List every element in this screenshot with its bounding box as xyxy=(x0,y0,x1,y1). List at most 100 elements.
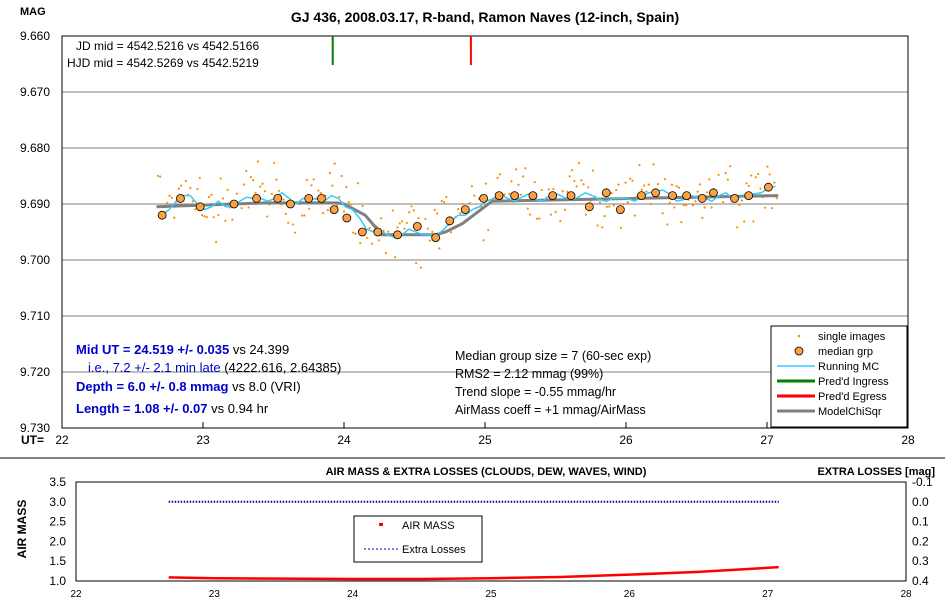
single-image-point xyxy=(563,208,567,211)
median-grp-point xyxy=(286,199,295,209)
single-image-point xyxy=(331,184,334,187)
single-image-point xyxy=(317,189,320,192)
legend-median-marker xyxy=(794,346,804,356)
single-image-point xyxy=(729,165,732,168)
single-image-point xyxy=(535,217,539,220)
median-grp-points xyxy=(157,182,773,243)
single-image-point xyxy=(305,179,308,182)
single-image-point xyxy=(691,204,695,207)
single-image-point xyxy=(368,227,371,230)
single-image-point xyxy=(470,185,474,188)
median-grp-point xyxy=(651,188,661,198)
single-image-point xyxy=(496,176,499,180)
top-plot-area xyxy=(61,35,909,429)
single-image-point xyxy=(345,185,348,189)
single-image-point xyxy=(410,205,413,208)
y-tick-label: 9.670 xyxy=(20,85,50,99)
median-grp-point xyxy=(329,205,339,215)
single-image-point xyxy=(624,181,627,184)
median-grp-point xyxy=(412,221,422,231)
single-image-point xyxy=(633,214,636,217)
median-grp-point xyxy=(342,213,352,223)
bottom-x-tick-label: 28 xyxy=(900,589,912,600)
single-image-point xyxy=(656,183,660,186)
single-image-point xyxy=(426,227,429,230)
single-image-point xyxy=(612,204,615,207)
x-tick-label: 23 xyxy=(196,433,210,447)
single-image-point xyxy=(503,193,506,196)
legend-airmass-marker xyxy=(379,523,383,526)
single-image-point xyxy=(159,175,162,178)
airmass-tick-label: 3.0 xyxy=(49,495,66,509)
single-image-point xyxy=(670,183,674,186)
single-image-point xyxy=(359,242,362,245)
single-image-point xyxy=(605,205,608,208)
x-tick-label: 22 xyxy=(55,433,69,447)
y-tick-label: 9.700 xyxy=(20,253,50,267)
median-grp-point xyxy=(195,202,205,212)
single-image-point xyxy=(361,204,364,208)
single-image-point xyxy=(554,210,557,214)
single-image-point xyxy=(498,173,501,176)
single-image-point xyxy=(601,226,604,229)
top-y-tick-labels: 9.660 9.670 9.680 9.690 9.700 9.710 9.720 9.730 xyxy=(20,29,50,435)
median-grp-point xyxy=(615,205,625,215)
bottom-right-axis-title: EXTRA LOSSES [mag] xyxy=(817,466,935,478)
single-image-point xyxy=(615,188,618,192)
single-image-point xyxy=(747,184,750,188)
single-image-point xyxy=(291,223,294,226)
single-image-point xyxy=(647,183,650,186)
single-image-point xyxy=(433,208,436,212)
single-image-point xyxy=(391,209,394,212)
single-image-point xyxy=(529,213,532,216)
median-grp-point xyxy=(566,191,576,201)
single-image-point xyxy=(340,174,343,178)
top-title: GJ 436, 2008.03.17, R-band, Ramon Naves … xyxy=(291,9,679,25)
single-image-point xyxy=(431,230,434,233)
single-image-point xyxy=(198,176,201,179)
single-image-point xyxy=(629,177,632,180)
single-image-point xyxy=(287,221,290,224)
single-image-point xyxy=(356,182,360,185)
jd-mid-text: JD mid = 4542.5216 vs 4542.5166 xyxy=(76,39,259,53)
single-image-point xyxy=(168,194,171,197)
single-image-point xyxy=(412,209,415,212)
single-image-point xyxy=(694,200,697,203)
single-image-point xyxy=(684,204,688,207)
top-grid xyxy=(62,91,908,428)
single-image-point xyxy=(770,207,774,210)
single-image-point xyxy=(438,247,441,250)
model-chisqr-line xyxy=(156,194,779,237)
single-image-point xyxy=(354,232,357,235)
single-image-point xyxy=(619,226,622,229)
single-image-point xyxy=(203,215,206,218)
bottom-x-tick-label: 26 xyxy=(624,589,636,600)
single-image-point xyxy=(449,231,453,234)
hjd-mid-text: HJD mid = 4542.5269 vs 4542.5219 xyxy=(67,56,259,70)
single-image-point xyxy=(591,169,595,172)
single-image-point xyxy=(240,207,243,210)
legend-egress-label: Pred'd Egress xyxy=(818,391,887,403)
median-grp-point xyxy=(229,199,239,209)
median-grp-point xyxy=(637,191,646,201)
y-tick-label: 9.730 xyxy=(20,421,50,435)
y-tick-label: 9.660 xyxy=(20,29,50,43)
median-grp-point xyxy=(510,191,520,201)
extra-loss-tick-label: 0.3 xyxy=(912,554,929,568)
extra-loss-tick-label: 0.2 xyxy=(912,534,929,548)
single-image-point xyxy=(584,213,588,216)
single-image-point xyxy=(754,176,757,179)
single-image-point xyxy=(212,216,215,219)
single-image-point xyxy=(566,190,569,193)
single-image-point xyxy=(261,182,264,185)
single-image-point xyxy=(266,215,269,218)
single-image-point xyxy=(517,183,520,186)
result-length: Length = 1.08 +/- 0.07 vs 0.94 hr xyxy=(76,401,269,416)
single-image-point xyxy=(219,177,222,180)
single-image-point xyxy=(273,161,276,164)
single-image-point xyxy=(750,174,753,177)
single-image-point xyxy=(310,184,313,187)
top-legend: single images median grp Running MC Pred… xyxy=(770,325,908,428)
single-image-point xyxy=(349,203,353,206)
single-image-point xyxy=(259,185,262,188)
